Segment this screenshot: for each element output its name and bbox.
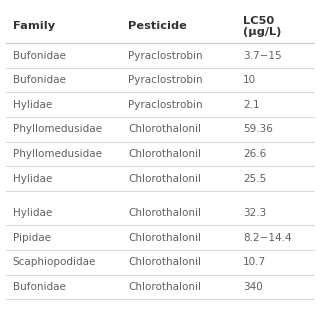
Text: 10: 10 xyxy=(243,75,256,85)
Text: Chlorothalonil: Chlorothalonil xyxy=(128,257,201,267)
Text: Chlorothalonil: Chlorothalonil xyxy=(128,208,201,218)
Text: Pyraclostrobin: Pyraclostrobin xyxy=(128,51,203,60)
Text: Phyllomedusidae: Phyllomedusidae xyxy=(13,149,102,159)
Text: Chlorothalonil: Chlorothalonil xyxy=(128,282,201,292)
Text: Hylidae: Hylidae xyxy=(13,174,52,184)
Text: 32.3: 32.3 xyxy=(243,208,267,218)
Text: 2.1: 2.1 xyxy=(243,100,260,110)
Text: 8.2−14.4: 8.2−14.4 xyxy=(243,233,292,243)
Text: 25.5: 25.5 xyxy=(243,174,267,184)
Text: Pyraclostrobin: Pyraclostrobin xyxy=(128,75,203,85)
Text: Hylidae: Hylidae xyxy=(13,100,52,110)
Text: Family: Family xyxy=(13,21,55,31)
Text: Chlorothalonil: Chlorothalonil xyxy=(128,124,201,134)
Text: 340: 340 xyxy=(243,282,263,292)
Text: 26.6: 26.6 xyxy=(243,149,267,159)
Text: 10.7: 10.7 xyxy=(243,257,266,267)
Text: Pipidae: Pipidae xyxy=(13,233,51,243)
Text: Bufonidae: Bufonidae xyxy=(13,51,66,60)
Text: 59.36: 59.36 xyxy=(243,124,273,134)
Text: Bufonidae: Bufonidae xyxy=(13,75,66,85)
Text: Pyraclostrobin: Pyraclostrobin xyxy=(128,100,203,110)
Text: Pesticide: Pesticide xyxy=(128,21,187,31)
Text: LC50
(μg/L): LC50 (μg/L) xyxy=(243,16,282,37)
Text: Chlorothalonil: Chlorothalonil xyxy=(128,149,201,159)
Text: Scaphiopodidae: Scaphiopodidae xyxy=(13,257,96,267)
Text: Chlorothalonil: Chlorothalonil xyxy=(128,174,201,184)
Text: Bufonidae: Bufonidae xyxy=(13,282,66,292)
Text: 3.7−15: 3.7−15 xyxy=(243,51,282,60)
Text: Phyllomedusidae: Phyllomedusidae xyxy=(13,124,102,134)
Text: Hylidae: Hylidae xyxy=(13,208,52,218)
Text: Chlorothalonil: Chlorothalonil xyxy=(128,233,201,243)
